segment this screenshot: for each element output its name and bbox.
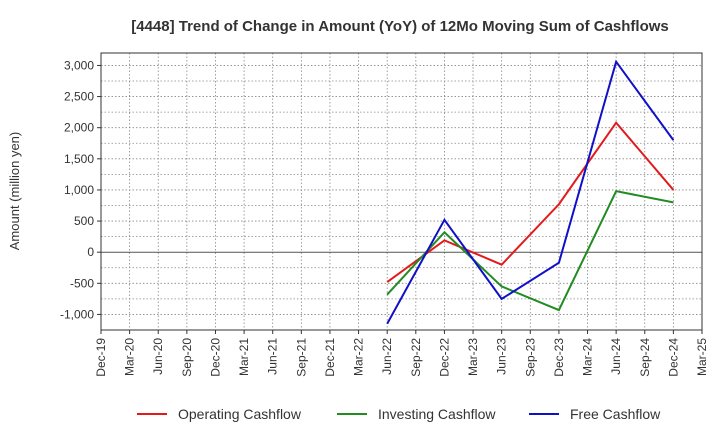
x-tick-label: Dec-19 — [94, 338, 108, 377]
y-tick-label: -1,000 — [60, 307, 94, 321]
x-tick-label: Mar-20 — [123, 338, 137, 376]
y-tick-label: 2,000 — [64, 121, 94, 135]
chart-title: [4448] Trend of Change in Amount (YoY) o… — [131, 18, 669, 35]
y-tick-label: -500 — [70, 276, 94, 290]
series-lines — [386, 59, 675, 325]
plot-frame — [100, 52, 703, 331]
x-tick-label: Jun-22 — [380, 338, 394, 375]
x-tick-label: Dec-20 — [208, 338, 222, 377]
x-tick-label: Mar-23 — [466, 338, 480, 376]
legend-label-investing-cashflow: Investing Cashflow — [378, 406, 496, 422]
legend: Operating Cashflow Investing Cashflow Free… — [137, 406, 661, 422]
y-tick-label: 2,500 — [64, 90, 94, 104]
y-tick-label: 1,000 — [64, 183, 94, 197]
plot-area — [101, 53, 702, 330]
x-tick-label: Jun-23 — [495, 338, 509, 375]
series-line-free-cashflow — [386, 59, 675, 325]
x-axis-ticks: Dec-19 Mar-20 Jun-20 Sep-20 Dec-20 Mar-21 Jun-… — [94, 330, 709, 377]
y-tick-label: 3,000 — [64, 58, 94, 72]
grid-lines — [100, 53, 703, 330]
legend-label-free-cashflow: Free Cashflow — [570, 406, 661, 422]
y-tick-label: 0 — [87, 245, 94, 259]
x-tick-label: Mar-21 — [237, 338, 251, 376]
x-tick-label: Jun-20 — [151, 338, 165, 375]
x-tick-label: Jun-21 — [266, 338, 280, 375]
x-tick-label: Dec-23 — [552, 338, 566, 377]
series-line-operating-cashflow — [386, 121, 675, 283]
y-tick-label: 1,500 — [64, 152, 94, 166]
x-tick-label: Mar-22 — [352, 338, 366, 376]
x-tick-label: Mar-25 — [695, 338, 709, 376]
y-tick-label: 500 — [74, 214, 94, 228]
x-tick-label: Sep-24 — [638, 338, 652, 377]
y-axis-label: Amount (million yen) — [7, 132, 22, 251]
legend-label-operating-cashflow: Operating Cashflow — [178, 406, 302, 422]
x-tick-label: Sep-22 — [409, 338, 423, 377]
x-tick-label: Dec-24 — [666, 338, 680, 377]
x-tick-label: Sep-23 — [523, 338, 537, 377]
series-line-investing-cashflow — [386, 190, 674, 312]
x-tick-label: Sep-20 — [180, 338, 194, 377]
x-tick-label: Dec-22 — [437, 338, 451, 377]
x-tick-label: Dec-21 — [323, 338, 337, 377]
y-axis-ticks: -1,000 -500 0 500 1,000 1,500 2,000 2,500 3,000 — [60, 58, 101, 321]
x-tick-label: Sep-21 — [294, 338, 308, 377]
x-tick-label: Jun-24 — [609, 338, 623, 375]
x-tick-label: Mar-24 — [581, 338, 595, 376]
